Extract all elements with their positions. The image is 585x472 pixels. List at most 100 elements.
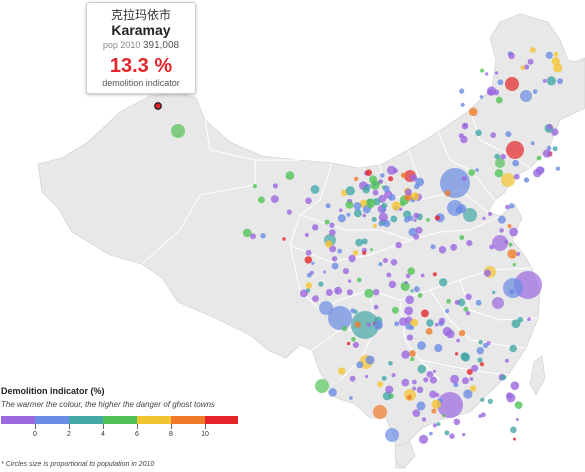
city-bubble[interactable]	[510, 381, 520, 391]
city-bubble[interactable]	[542, 149, 552, 158]
city-bubble[interactable]	[551, 128, 559, 136]
city-bubble[interactable]	[546, 123, 553, 130]
city-bubble[interactable]	[546, 145, 552, 151]
city-bubble[interactable]	[429, 431, 433, 436]
city-bubble[interactable]	[434, 344, 443, 353]
city-bubble[interactable]	[437, 392, 463, 418]
city-bubble[interactable]	[391, 201, 401, 211]
city-bubble[interactable]	[354, 321, 361, 328]
city-bubble[interactable]	[342, 268, 350, 275]
city-bubble[interactable]	[513, 437, 516, 441]
city-bubble[interactable]	[480, 397, 485, 402]
city-bubble[interactable]	[371, 216, 377, 222]
city-bubble[interactable]	[412, 409, 421, 417]
city-bubble[interactable]	[385, 385, 394, 394]
city-bubble[interactable]	[507, 224, 512, 229]
city-bubble[interactable]	[349, 396, 353, 400]
city-bubble[interactable]	[459, 235, 465, 240]
city-bubble[interactable]	[380, 173, 385, 178]
city-bubble[interactable]	[383, 220, 391, 228]
city-bubble[interactable]	[381, 375, 387, 381]
city-bubble[interactable]	[515, 418, 519, 421]
city-bubble[interactable]	[527, 317, 531, 322]
city-bubble[interactable]	[545, 51, 553, 59]
city-bubble[interactable]	[455, 206, 463, 214]
city-bubble[interactable]	[395, 241, 402, 249]
city-bubble[interactable]	[381, 202, 388, 209]
city-bubble[interactable]	[319, 301, 333, 315]
city-bubble[interactable]	[409, 325, 415, 331]
city-bubble[interactable]	[404, 306, 414, 316]
city-bubble[interactable]	[325, 289, 333, 296]
city-bubble[interactable]	[410, 318, 419, 327]
city-bubble[interactable]	[497, 215, 506, 224]
city-bubble[interactable]	[478, 414, 483, 418]
city-bubble[interactable]	[546, 76, 557, 86]
city-bubble[interactable]	[349, 375, 356, 382]
city-bubble[interactable]	[485, 72, 489, 76]
city-bubble[interactable]	[406, 394, 412, 400]
city-bubble[interactable]	[286, 209, 292, 215]
city-bubble[interactable]	[387, 165, 397, 175]
city-bubble[interactable]	[457, 298, 466, 307]
city-bubble[interactable]	[503, 278, 523, 298]
city-bubble[interactable]	[331, 255, 338, 262]
city-bubble[interactable]	[492, 290, 496, 295]
city-bubble[interactable]	[483, 269, 491, 277]
city-bubble[interactable]	[401, 350, 410, 359]
city-bubble[interactable]	[511, 319, 521, 329]
city-bubble[interactable]	[505, 204, 510, 210]
city-bubble[interactable]	[370, 180, 380, 190]
city-bubble[interactable]	[552, 146, 558, 152]
city-bubble[interactable]	[500, 374, 507, 380]
city-bubble[interactable]	[506, 392, 513, 399]
city-bubble[interactable]	[401, 378, 410, 387]
city-bubble[interactable]	[352, 341, 359, 348]
city-bubble[interactable]	[466, 368, 473, 375]
city-bubble[interactable]	[530, 141, 535, 146]
city-bubble[interactable]	[553, 52, 559, 57]
city-bubble[interactable]	[345, 186, 355, 196]
city-bubble[interactable]	[413, 218, 417, 222]
city-bubble[interactable]	[356, 361, 364, 369]
city-bubble[interactable]	[388, 176, 394, 182]
city-bubble[interactable]	[331, 262, 339, 270]
city-bubble[interactable]	[479, 362, 485, 367]
city-bubble[interactable]	[408, 215, 414, 221]
city-bubble[interactable]	[328, 306, 352, 330]
city-bubble[interactable]	[346, 289, 353, 296]
city-bubble[interactable]	[351, 337, 356, 342]
city-bubble[interactable]	[400, 201, 406, 207]
city-bubble[interactable]	[532, 89, 538, 94]
city-bubble[interactable]	[459, 88, 465, 94]
city-bubble[interactable]	[494, 71, 499, 75]
city-bubble[interactable]	[506, 141, 524, 159]
city-bubble[interactable]	[555, 166, 561, 171]
city-bubble[interactable]	[351, 311, 379, 339]
city-bubble[interactable]	[446, 298, 451, 304]
city-bubble[interactable]	[432, 423, 437, 428]
city-bubble[interactable]	[499, 228, 504, 233]
city-bubble[interactable]	[310, 185, 320, 194]
city-bubble[interactable]	[373, 304, 379, 310]
city-bubble[interactable]	[365, 355, 375, 365]
city-bubble[interactable]	[390, 259, 398, 266]
city-bubble[interactable]	[475, 299, 482, 306]
city-bubble[interactable]	[553, 63, 563, 73]
city-bubble[interactable]	[410, 289, 414, 293]
city-bubble[interactable]	[285, 171, 295, 180]
city-bubble[interactable]	[453, 382, 459, 388]
city-bubble[interactable]	[413, 212, 420, 219]
city-bubble[interactable]	[450, 243, 458, 251]
city-bubble[interactable]	[479, 95, 484, 99]
city-bubble[interactable]	[446, 329, 455, 339]
city-bubble[interactable]	[385, 428, 399, 442]
city-bubble[interactable]	[347, 279, 352, 283]
city-bubble[interactable]	[488, 211, 493, 217]
city-bubble[interactable]	[352, 250, 359, 256]
city-bubble[interactable]	[440, 168, 470, 198]
city-bubble[interactable]	[423, 377, 429, 383]
city-bubble[interactable]	[270, 195, 279, 204]
city-bubble[interactable]	[406, 334, 414, 341]
city-bubble[interactable]	[418, 434, 429, 444]
